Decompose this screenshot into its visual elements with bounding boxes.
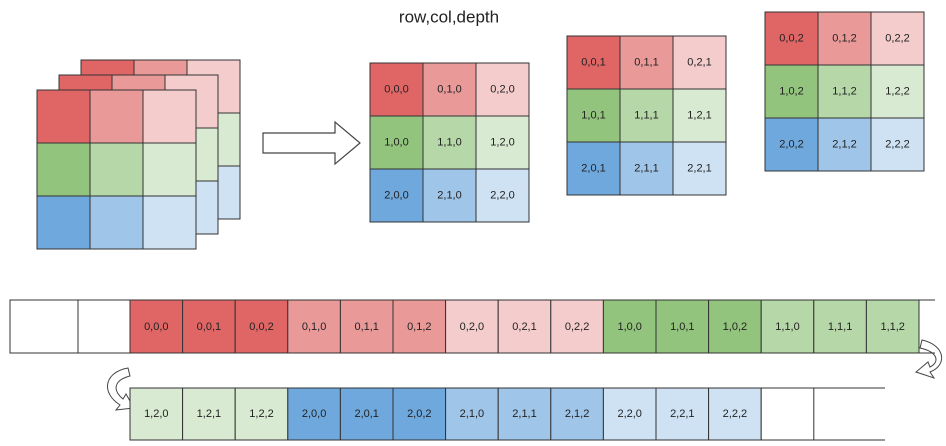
cell-label: 2,2,2 [885, 138, 909, 150]
cell-label: 1,0,2 [723, 321, 747, 333]
cell-label: 1,1,1 [828, 321, 852, 333]
cube-cell [37, 90, 90, 143]
cell-label: 2,0,1 [354, 408, 378, 420]
cube-cell [37, 143, 90, 196]
cube-cell [37, 196, 90, 249]
cell-label: 1,2,0 [490, 136, 514, 148]
cell-label: 0,2,0 [490, 83, 514, 95]
cell-label: 1,2,0 [144, 408, 168, 420]
title: row,col,depth [399, 7, 499, 26]
cell-label: 0,1,0 [437, 83, 461, 95]
cell-label: 0,2,2 [565, 321, 589, 333]
cube-cell [143, 196, 196, 249]
cell-label: 0,2,2 [885, 32, 909, 44]
cube-cell [143, 143, 196, 196]
cell-label: 2,2,1 [670, 408, 694, 420]
cell-label: 0,1,0 [302, 321, 326, 333]
cell-label: 1,2,2 [885, 85, 909, 97]
cell-label: 2,1,0 [437, 189, 461, 201]
diagram: row,col,depth 0,0,0 0,1,0 0,2,0 1,0,0 1,1,0 1… [0, 0, 946, 441]
cell-label: 2,1,1 [634, 162, 658, 174]
cell-label: 2,2,2 [723, 408, 747, 420]
cell-label: 0,2,1 [687, 56, 711, 68]
cube-cell [90, 143, 143, 196]
cell-label: 0,0,0 [144, 321, 168, 333]
cell-label: 1,1,0 [775, 321, 799, 333]
wrap-arrow [916, 340, 942, 378]
cell-label: 1,1,2 [832, 85, 856, 97]
cell-label: 2,2,0 [617, 408, 641, 420]
cell-label: 1,0,1 [670, 321, 694, 333]
empty-cell [761, 388, 814, 440]
cube-cell [90, 90, 143, 143]
arrow [263, 122, 360, 164]
cell-label: 2,0,1 [581, 162, 605, 174]
empty-cell [10, 300, 78, 353]
cell-label: 0,0,1 [581, 56, 605, 68]
cell-label: 0,0,2 [249, 321, 273, 333]
cell-label: 0,1,1 [354, 321, 378, 333]
cell-label: 2,1,1 [512, 408, 536, 420]
cell-label: 0,2,0 [460, 321, 484, 333]
cell-label: 2,1,0 [460, 408, 484, 420]
cell-label: 2,0,0 [302, 408, 326, 420]
cell-label: 1,2,2 [249, 408, 273, 420]
cell-label: 2,0,2 [407, 408, 431, 420]
cell-label: 2,1,2 [565, 408, 589, 420]
cell-label: 0,0,0 [384, 83, 408, 95]
cube-cell [143, 90, 196, 143]
cell-label: 2,2,1 [687, 162, 711, 174]
cell-label: 2,2,0 [490, 189, 514, 201]
cell-label: 0,0,1 [197, 321, 221, 333]
cell-label: 1,1,2 [880, 321, 904, 333]
cell-label: 1,1,1 [634, 109, 658, 121]
cell-label: 1,0,2 [779, 85, 803, 97]
cell-label: 1,0,0 [617, 321, 641, 333]
cube-cell [90, 196, 143, 249]
cell-label: 2,0,2 [779, 138, 803, 150]
cell-label: 0,1,1 [634, 56, 658, 68]
cell-label: 1,2,1 [687, 109, 711, 121]
cell-label: 0,1,2 [407, 321, 431, 333]
cell-label: 1,0,1 [581, 109, 605, 121]
cell-label: 1,0,0 [384, 136, 408, 148]
cell-label: 0,1,2 [832, 32, 856, 44]
empty-cell [78, 300, 130, 353]
cell-label: 0,2,1 [512, 321, 536, 333]
cell-label: 2,1,2 [832, 138, 856, 150]
cell-label: 1,1,0 [437, 136, 461, 148]
cell-label: 2,0,0 [384, 189, 408, 201]
cell-label: 1,2,1 [197, 408, 221, 420]
cell-label: 0,0,2 [779, 32, 803, 44]
